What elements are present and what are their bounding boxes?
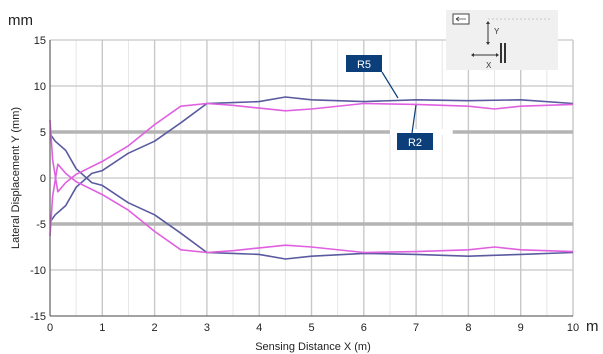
x-axis-label: Sensing Distance X (m) <box>255 341 371 353</box>
r5-label: R5 <box>357 59 371 71</box>
y-tick-label: -5 <box>36 219 46 231</box>
r2-label-box <box>397 133 433 150</box>
series-r2-lower-line <box>49 163 574 254</box>
x-tick-label: 6 <box>361 322 367 334</box>
x-tick-label: 7 <box>413 322 419 334</box>
x-tick-label: 4 <box>256 322 262 334</box>
inset-x-arrowhead <box>471 53 499 57</box>
series-r2-upper-line <box>49 102 574 193</box>
y-tick-label: 10 <box>34 81 46 93</box>
x-tick-label: 3 <box>204 322 210 334</box>
r5-label-leader <box>381 71 399 99</box>
r2-label: R2 <box>408 137 422 149</box>
grid <box>49 39 574 317</box>
inset-x-label: X <box>486 61 492 70</box>
inset-y-label: Y <box>494 27 500 36</box>
inset-sensor-arrow-icon <box>455 16 466 22</box>
x-tick-label: 1 <box>99 322 105 334</box>
x-tick-label: 9 <box>518 322 524 334</box>
y-tick-label: 5 <box>40 127 46 139</box>
x-tick-label: 5 <box>308 322 314 334</box>
y-tick-label: 15 <box>34 35 46 47</box>
coordinate-inset: Y X <box>446 10 558 70</box>
y-unit-label: mm <box>8 12 33 29</box>
tick-labels: 0 1 2 3 4 5 6 7 8 9 10 15 10 5 0 -5 -10 -15 <box>30 35 579 334</box>
r5-label-group: R5 <box>346 55 399 99</box>
x-tick-label: 0 <box>47 322 53 334</box>
x-tick-label: 8 <box>465 322 471 334</box>
x-tick-label: 2 <box>152 322 158 334</box>
r2-label-group: R2 <box>397 104 433 150</box>
x-unit-label: m <box>586 318 599 335</box>
y-tick-label: 0 <box>40 173 46 185</box>
x-tick-label: 10 <box>567 322 579 334</box>
r5-label-box <box>346 55 382 72</box>
inset-target-icon-2 <box>504 43 506 63</box>
y-tick-label: -10 <box>30 265 46 277</box>
reference-lines <box>50 129 573 226</box>
r2-label-leader <box>411 104 417 134</box>
inset-target-icon <box>500 43 502 63</box>
axes <box>49 40 573 317</box>
y-tick-label: -15 <box>30 311 46 323</box>
series-layer <box>49 96 574 260</box>
reference-line-gap <box>389 129 453 135</box>
y-axis-label: Lateral Displacement Y (mm) <box>10 107 22 249</box>
